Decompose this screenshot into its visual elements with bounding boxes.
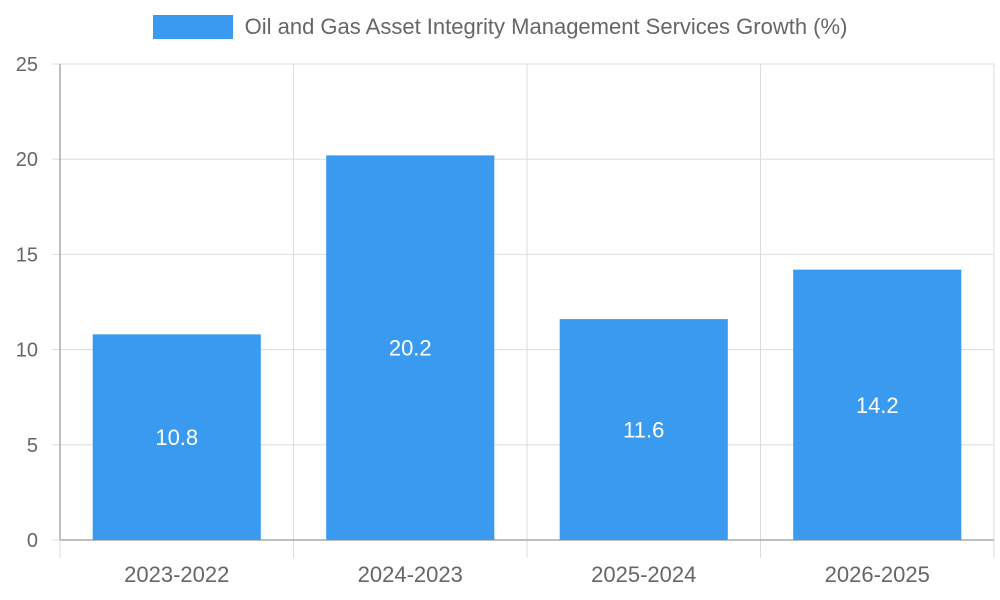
y-tick-label: 10	[16, 340, 38, 362]
bar	[92, 334, 261, 540]
bar	[793, 269, 962, 540]
legend-swatch	[152, 15, 233, 39]
bar	[559, 319, 728, 540]
x-tick-label: 2023-2022	[124, 562, 229, 587]
bar-data-label: 20.2	[389, 336, 432, 361]
y-tick-label: 0	[27, 530, 38, 552]
x-tick-label: 2025-2024	[591, 562, 696, 587]
bar-data-label: 10.8	[155, 425, 198, 450]
y-tick-label: 20	[16, 149, 38, 171]
y-tick-label: 5	[27, 435, 38, 457]
x-tick-label: 2024-2023	[358, 562, 463, 587]
legend-label: Oil and Gas Asset Integrity Management S…	[244, 14, 848, 39]
bar	[326, 155, 495, 540]
y-tick-label: 15	[16, 244, 38, 266]
legend[interactable]: Oil and Gas Asset Integrity Management S…	[0, 14, 1000, 40]
x-tick-label: 2026-2025	[825, 562, 930, 587]
bar-data-label: 14.2	[856, 393, 899, 418]
bar-data-label: 11.6	[623, 418, 664, 443]
y-tick-label: 25	[16, 54, 38, 76]
